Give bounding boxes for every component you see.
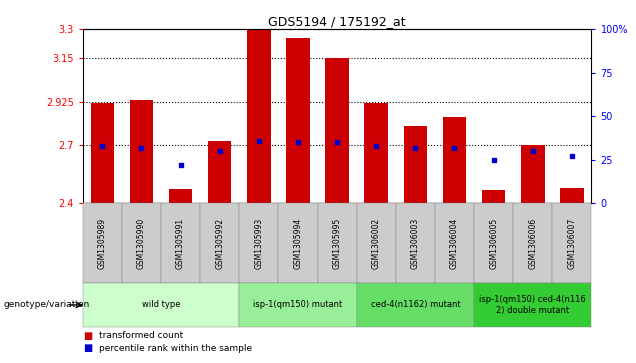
Bar xyxy=(326,58,349,203)
Text: GSM1305989: GSM1305989 xyxy=(98,218,107,269)
Text: GSM1305994: GSM1305994 xyxy=(293,217,303,269)
Text: transformed count: transformed count xyxy=(99,331,183,340)
Text: GSM1306002: GSM1306002 xyxy=(371,218,381,269)
Bar xyxy=(560,188,584,203)
Text: isp-1(qm150) ced-4(n116
2) double mutant: isp-1(qm150) ced-4(n116 2) double mutant xyxy=(480,295,586,315)
Bar xyxy=(286,38,310,203)
Text: ■: ■ xyxy=(83,331,92,341)
Text: GSM1305992: GSM1305992 xyxy=(215,218,224,269)
Text: GSM1306003: GSM1306003 xyxy=(411,217,420,269)
Bar xyxy=(364,103,388,203)
Bar xyxy=(169,189,192,203)
Bar xyxy=(90,103,114,203)
Text: ced-4(n1162) mutant: ced-4(n1162) mutant xyxy=(371,301,460,309)
Bar xyxy=(247,29,270,203)
Text: GSM1305993: GSM1305993 xyxy=(254,217,263,269)
Text: GSM1305995: GSM1305995 xyxy=(333,217,342,269)
Text: wild type: wild type xyxy=(142,301,180,309)
Text: GSM1305990: GSM1305990 xyxy=(137,217,146,269)
Bar xyxy=(208,141,232,203)
Bar xyxy=(482,190,506,203)
Text: isp-1(qm150) mutant: isp-1(qm150) mutant xyxy=(253,301,343,309)
Text: GSM1306004: GSM1306004 xyxy=(450,217,459,269)
Text: GSM1306007: GSM1306007 xyxy=(567,217,576,269)
Title: GDS5194 / 175192_at: GDS5194 / 175192_at xyxy=(268,15,406,28)
Text: GSM1305991: GSM1305991 xyxy=(176,218,185,269)
Bar xyxy=(521,145,544,203)
Text: GSM1306005: GSM1306005 xyxy=(489,217,498,269)
Text: ■: ■ xyxy=(83,343,92,354)
Bar xyxy=(130,100,153,203)
Bar xyxy=(443,117,466,203)
Text: genotype/variation: genotype/variation xyxy=(3,301,90,309)
Text: GSM1306006: GSM1306006 xyxy=(529,217,537,269)
Text: percentile rank within the sample: percentile rank within the sample xyxy=(99,344,252,353)
Bar xyxy=(404,126,427,203)
